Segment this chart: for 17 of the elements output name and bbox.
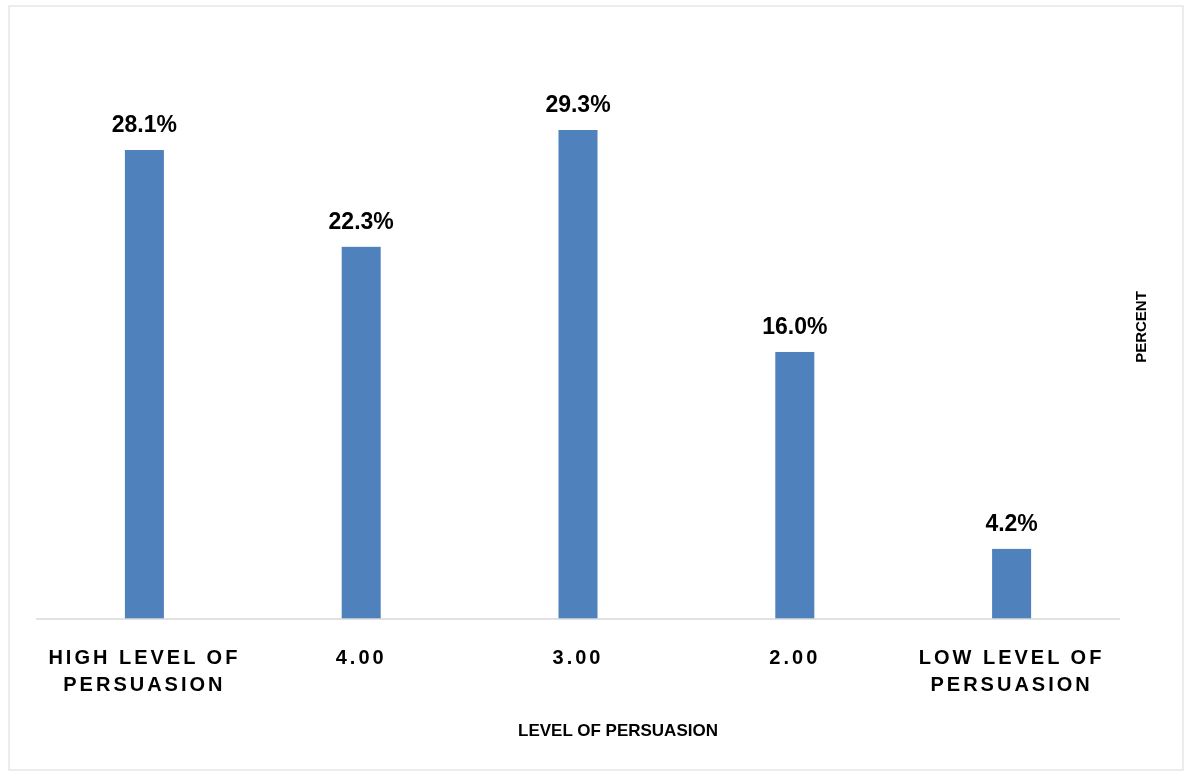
data-label: 16.0%	[762, 312, 828, 339]
bar	[124, 150, 164, 619]
data-label: 4.2%	[985, 509, 1038, 536]
y-axis-title: PERCENT	[1132, 291, 1149, 363]
x-tick-label: LOW LEVEL OF PERSUASION	[918, 646, 1105, 695]
x-tick-label: 4.00	[335, 646, 387, 668]
bar	[341, 246, 381, 619]
x-tick-label: HIGH LEVEL OF PERSUASION	[48, 646, 241, 695]
bar	[558, 130, 598, 619]
data-label: 22.3%	[328, 207, 394, 234]
x-tick-label: 2.00	[769, 646, 821, 668]
data-label: 29.3%	[545, 91, 611, 117]
data-label: 28.1%	[111, 111, 178, 138]
bar	[775, 351, 815, 619]
bar	[992, 548, 1032, 619]
x-tick-label: 3.00	[552, 646, 604, 668]
x-axis-title: LEVEL OF PERSUASION	[518, 721, 718, 740]
